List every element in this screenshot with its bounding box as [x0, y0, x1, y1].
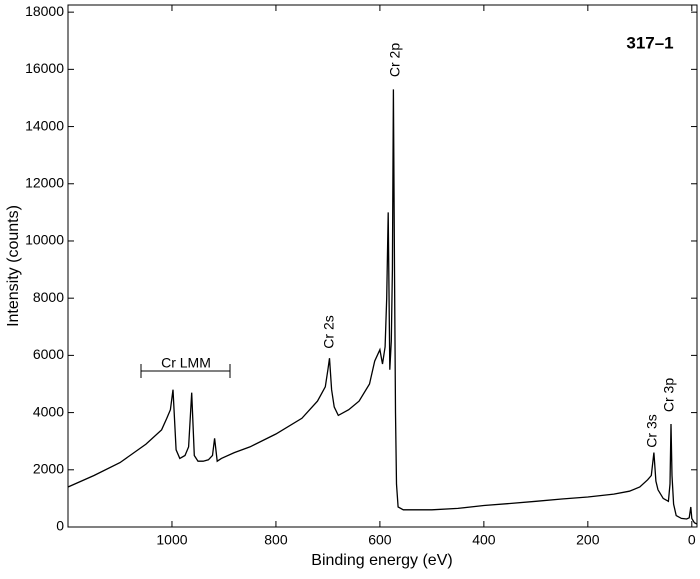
x-axis-label: Binding energy (eV) — [311, 552, 452, 569]
peak-annotation: Cr 3p — [661, 378, 677, 412]
y-tick-label: 0 — [56, 518, 64, 534]
y-tick-label: 2000 — [33, 460, 64, 476]
chart-title: 317–1 — [626, 33, 673, 52]
y-tick-label: 10000 — [25, 232, 64, 248]
y-tick-label: 16000 — [25, 60, 64, 76]
x-tick-label: 600 — [368, 532, 392, 548]
y-tick-label: 8000 — [33, 289, 64, 305]
peak-annotation: Cr 3s — [644, 414, 660, 447]
y-tick-label: 18000 — [25, 3, 64, 19]
lmm-bracket — [140, 364, 231, 378]
x-tick-label: 200 — [576, 532, 600, 548]
x-tick-label: 1000 — [156, 532, 187, 548]
plot-frame — [67, 4, 698, 528]
spectrum-line — [67, 89, 698, 525]
peak-annotation: Cr 2p — [387, 43, 403, 77]
y-tick-label: 12000 — [25, 174, 64, 190]
x-tick-label: 800 — [264, 532, 288, 548]
peak-annotation: Cr 2s — [321, 315, 337, 348]
y-tick-label: 6000 — [33, 346, 64, 362]
y-tick-label: 14000 — [25, 117, 64, 133]
x-tick-label: 400 — [472, 532, 496, 548]
y-tick-label: 4000 — [33, 403, 64, 419]
y-axis-label: Intensity (counts) — [5, 205, 22, 327]
x-tick-label: 0 — [688, 532, 696, 548]
peak-annotation: Cr LMM — [161, 355, 211, 371]
